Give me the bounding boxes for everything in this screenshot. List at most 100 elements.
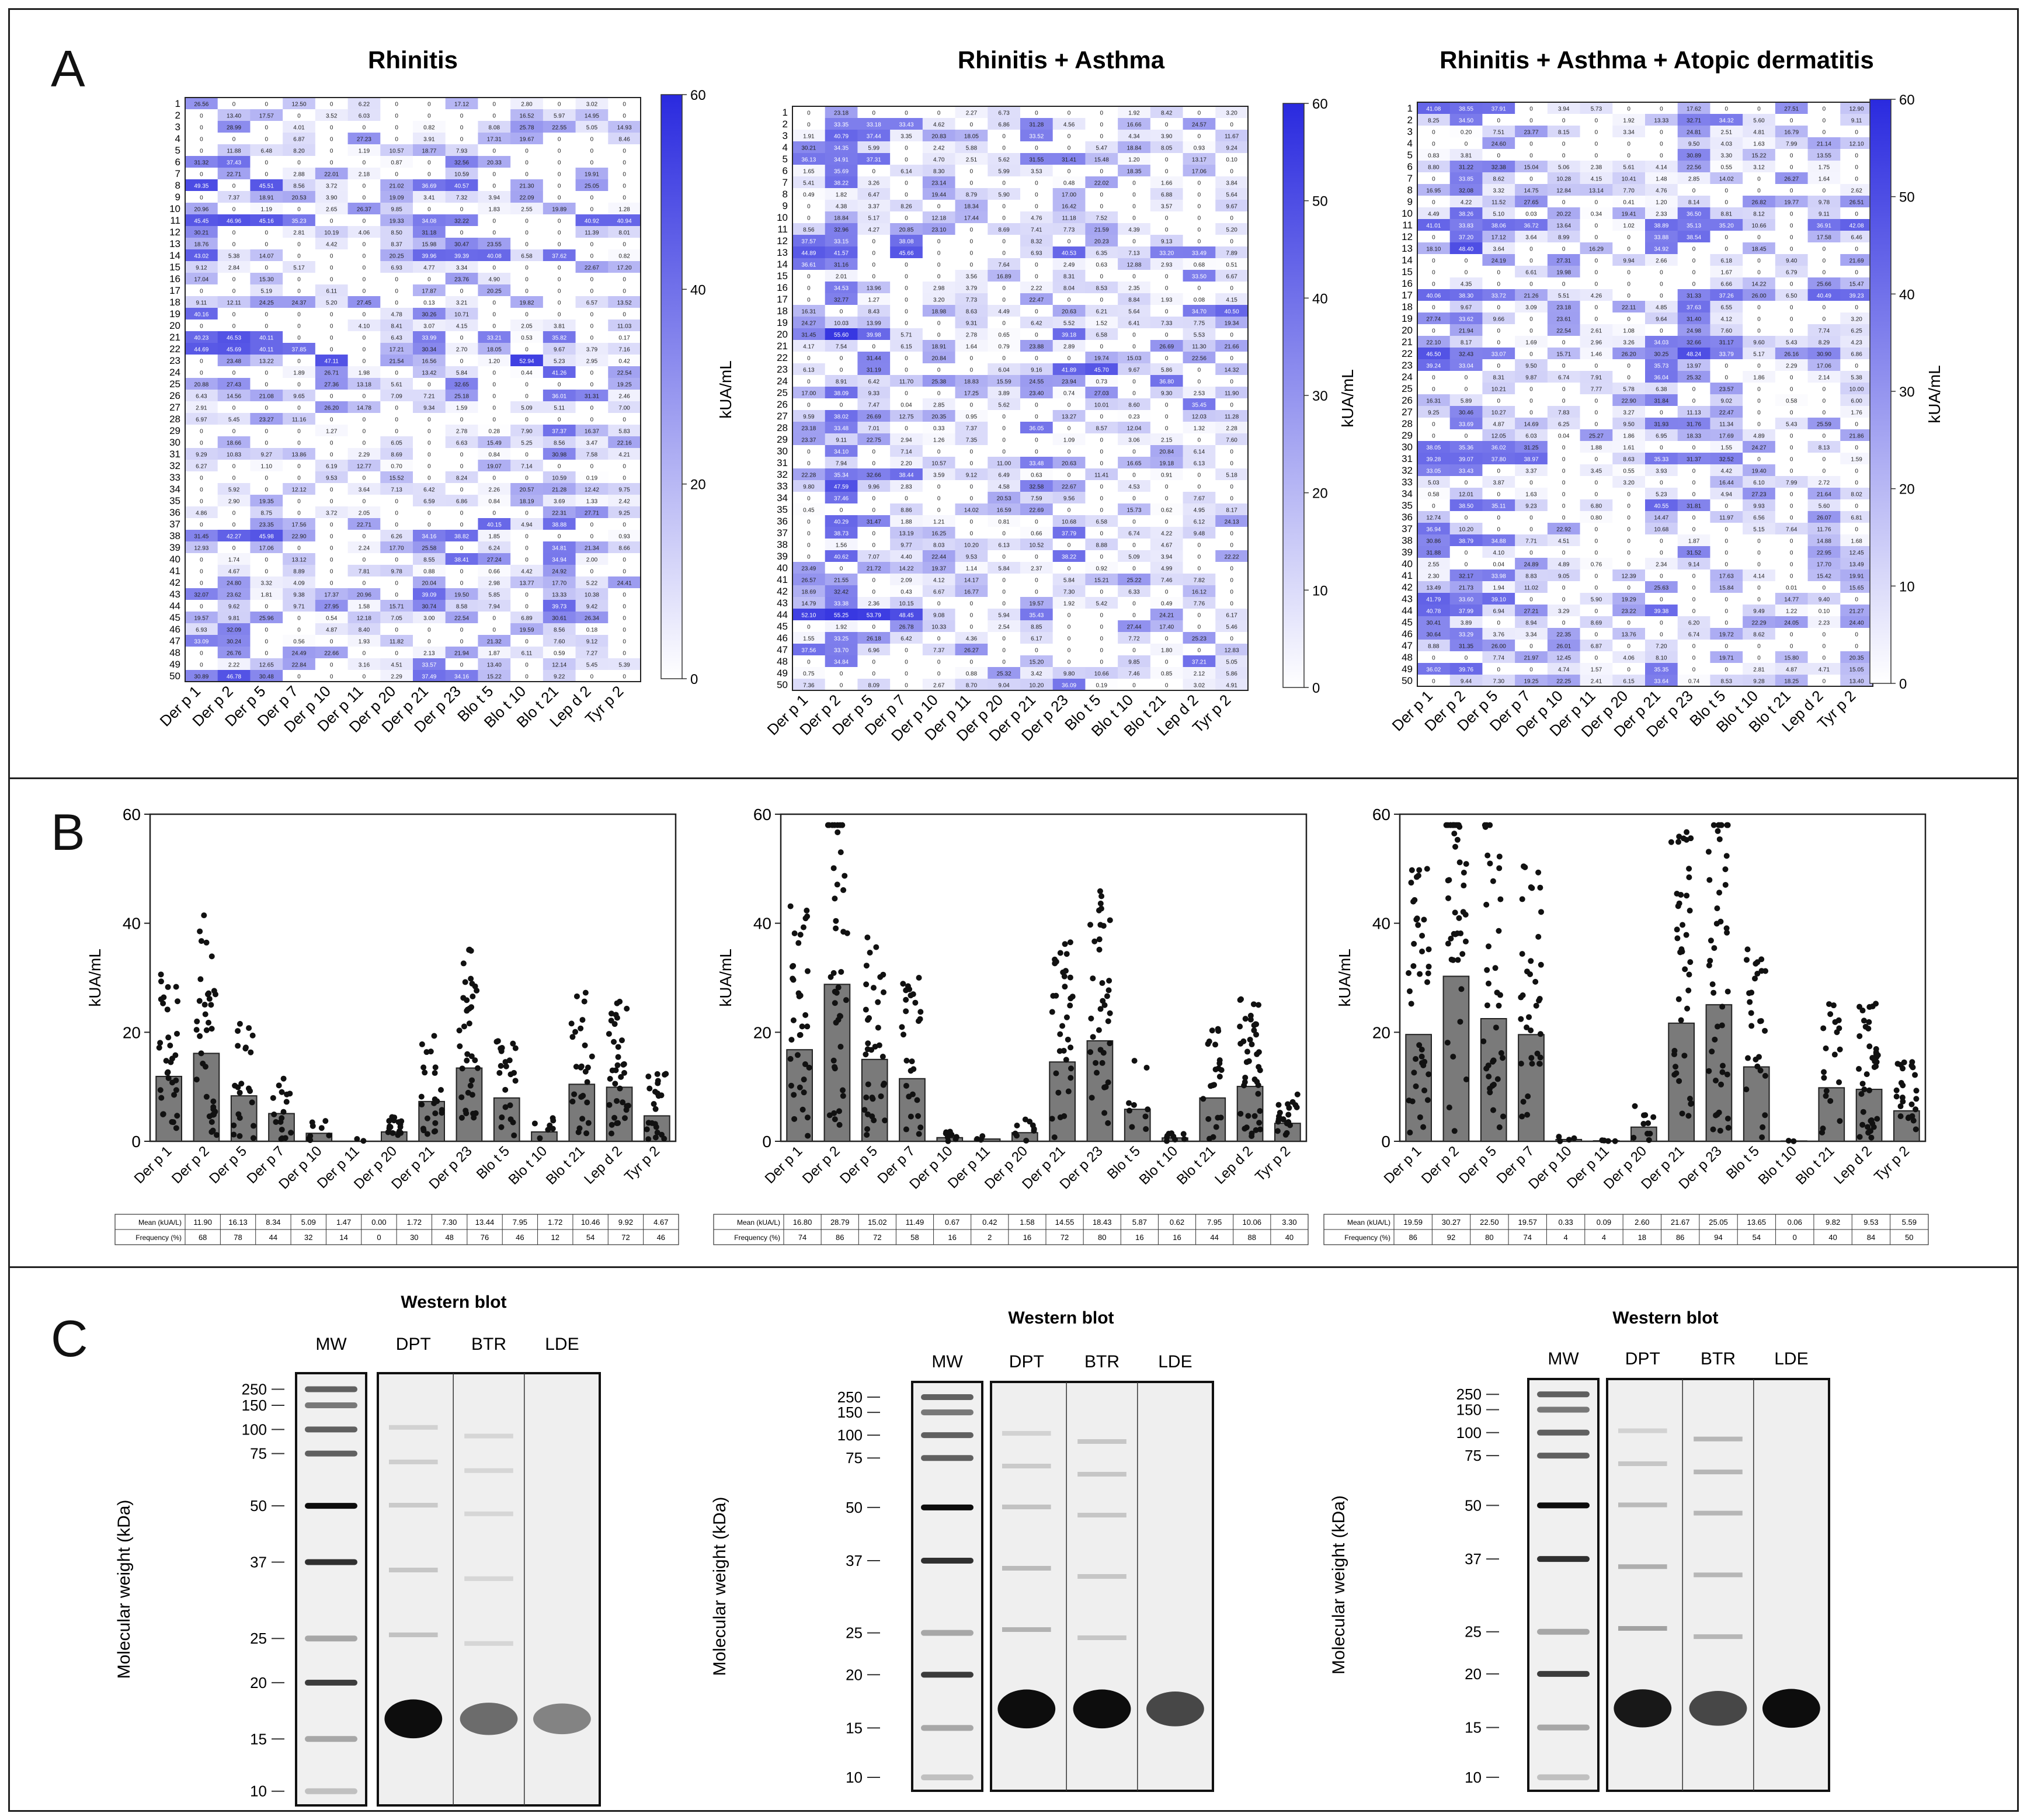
heatmap-cell [185, 214, 218, 227]
heatmap-cell-value: 0 [1529, 281, 1533, 287]
heatmap-cell [380, 273, 413, 285]
data-point [832, 1000, 838, 1006]
heatmap-cell-value: 0 [872, 530, 876, 537]
heatmap-cell [510, 238, 544, 250]
heatmap-cell-value: 19.71 [1719, 655, 1734, 661]
heatmap-cell-value: 0 [1725, 503, 1729, 509]
heatmap-cell-value: 0 [1068, 402, 1071, 408]
heatmap-cell-value: 7.60 [1226, 437, 1237, 443]
heatmap-cell-value: 25.63 [1654, 585, 1668, 591]
heatmap-cell-value: 2.05 [359, 510, 370, 516]
heatmap-cell-value: 0 [1432, 269, 1435, 276]
heatmap-cell-value: 0 [1100, 297, 1104, 303]
heatmap-cell-value: 0 [1100, 449, 1104, 455]
heatmap-cell-value: 38.41 [454, 557, 469, 563]
heatmap-row-label: 15 [1402, 266, 1413, 277]
heatmap-row-label: 19 [777, 317, 788, 328]
data-point [237, 1133, 243, 1140]
heatmap-cell [543, 133, 576, 145]
heatmap-cell [315, 133, 349, 145]
heatmap-cell-value: 19.82 [519, 300, 534, 306]
heatmap-cell [575, 296, 609, 308]
heatmap-cell-value: 0 [330, 580, 333, 586]
heatmap-cell-value: 5.18 [1226, 472, 1237, 478]
heatmap-cell-value: 0 [1627, 281, 1630, 287]
heatmap-cell-value: 6.42 [1031, 320, 1042, 327]
heatmap-cell-value: 0 [1100, 168, 1104, 175]
heatmap-cell-value: 0 [200, 148, 203, 154]
heatmap-cell-value: 7.90 [521, 428, 533, 435]
heatmap-cell-value: 9.85 [391, 206, 402, 213]
heatmap-cell-value: 4.34 [1128, 133, 1140, 140]
heatmap-cell-value: 0 [395, 498, 398, 505]
heatmap-cell-value: 0 [872, 343, 876, 350]
heatmap-cell-value: 0 [297, 335, 301, 341]
heatmap-cell-value: 21.28 [552, 487, 566, 493]
data-point [609, 1121, 615, 1128]
data-point [431, 1033, 437, 1039]
heatmap-cell [510, 319, 544, 332]
heatmap-cell-value: 0 [1165, 659, 1169, 665]
heatmap-cell-value: 0 [1627, 316, 1630, 322]
heatmap-cell-value: 7.13 [1128, 250, 1140, 256]
heatmap-cell-value: 30.89 [194, 673, 208, 680]
colorbar-tick-label: 10 [1312, 583, 1328, 599]
heatmap-cell-value: 0 [1165, 157, 1169, 163]
heatmap-row-label: 8 [1407, 185, 1413, 196]
data-point [249, 1099, 255, 1106]
heatmap-cell [575, 214, 609, 227]
heatmap-cell-value: 4.94 [521, 522, 533, 528]
heatmap-cell-value: 0 [558, 276, 561, 283]
heatmap-cell-value: 36.13 [801, 157, 816, 163]
heatmap-cell-value: 3.69 [554, 498, 565, 505]
heatmap-cell-value: 4.14 [1656, 164, 1667, 171]
heatmap-cell-value: 17.06 [1192, 168, 1207, 175]
heatmap-cell-value: 8.56 [554, 627, 565, 633]
heatmap-cell-value: 4.42 [521, 568, 533, 575]
heatmap-cell-value: 1.22 [1786, 608, 1797, 614]
heatmap-cell-value: 0 [1100, 507, 1104, 513]
heatmap-cell-value: 4.39 [1128, 227, 1140, 233]
heatmap-cell-value: 2.30 [1428, 573, 1440, 579]
heatmap-cell-value: 0 [1165, 355, 1169, 362]
heatmap-cell-value: 10.20 [1029, 682, 1044, 689]
heatmap-row-label: 29 [1402, 430, 1413, 441]
heatmap-cell-value: 0 [297, 498, 301, 505]
heatmap-cell-value: 16.59 [997, 507, 1011, 513]
heatmap-cell-value: 0 [460, 568, 464, 575]
data-point [614, 1062, 621, 1068]
heatmap-cell-value: 0 [1230, 460, 1233, 467]
heatmap-row-label: 26 [169, 390, 180, 401]
heatmap-cell-value: 0 [1562, 491, 1566, 498]
data-point [418, 1093, 425, 1100]
heatmap-cell-value: 0 [363, 346, 366, 353]
heatmap-cell-value: 0 [1660, 152, 1663, 159]
data-point [235, 1084, 241, 1090]
heatmap-cell-value: 0 [807, 530, 811, 537]
heatmap-cell-value: 0.18 [586, 627, 598, 633]
heatmap-cell-value: 2.94 [900, 437, 912, 443]
heatmap-cell-value: 25.32 [997, 671, 1011, 677]
heatmap-cell-value: 5.47 [1096, 145, 1108, 151]
heatmap-cell-value: 0 [1627, 363, 1630, 369]
heatmap-row-label: 34 [169, 484, 180, 495]
heatmap-cell-value: 0 [525, 346, 529, 353]
table-mean-value: 4.67 [653, 1218, 668, 1227]
heatmap-cell-value: 0 [1562, 468, 1566, 474]
heatmap-cell-value: 16.52 [519, 113, 534, 119]
heatmap-cell-value: 0 [1002, 589, 1006, 595]
heatmap-cell-value: 27.24 [487, 557, 502, 563]
heatmap-cell-value: 0 [1725, 234, 1729, 241]
heatmap-cell [445, 203, 478, 215]
heatmap-cell-value: 17.06 [1817, 363, 1831, 369]
heatmap-cell-value: 0 [395, 510, 398, 516]
heatmap-cell-value: 0 [1660, 409, 1663, 416]
heatmap-cell [608, 284, 641, 297]
heatmap-cell-value: 0 [1165, 168, 1169, 175]
heatmap-cell [413, 261, 446, 273]
heatmap-cell-value: 0 [200, 662, 203, 668]
heatmap-cell-value: 0 [363, 183, 366, 189]
heatmap-cell-value: 3.81 [554, 323, 565, 329]
heatmap-cell-value: 0 [1823, 631, 1826, 638]
